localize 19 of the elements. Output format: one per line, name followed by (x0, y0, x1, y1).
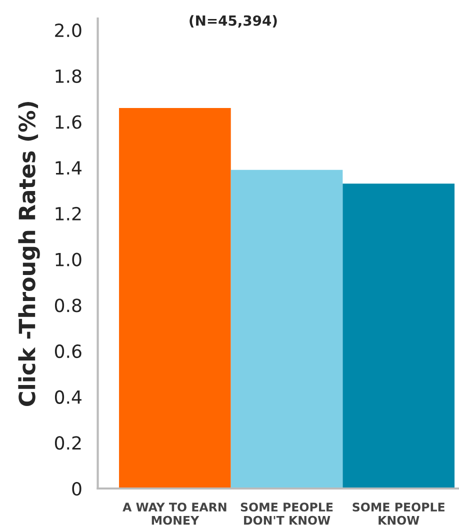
x-tick-label: SOME PEOPLE DON'T KNOW (240, 502, 333, 525)
y-tick-label: 0.4 (54, 390, 82, 404)
y-axis-title: Click -Through Rates (%) (18, 102, 40, 406)
y-tick-label: 1.2 (56, 206, 81, 220)
y-tick-label: 2.0 (55, 24, 82, 38)
bar (230, 170, 343, 489)
bar (342, 184, 455, 489)
chart-title: (N=45,394) (190, 15, 277, 28)
y-tick-label: 1.6 (56, 115, 82, 129)
x-tick-label: SOME PEOPLE KNOW (352, 502, 444, 525)
y-tick-label: 0.2 (54, 436, 81, 450)
y-tick-label: 1.4 (56, 161, 82, 174)
y-tick-label: 0 (72, 482, 82, 496)
y-tick-label: 0.8 (54, 298, 82, 312)
x-tick-label: A WAY TO EARN MONEY (122, 502, 226, 525)
bar (119, 108, 231, 489)
y-tick-label: 1.8 (56, 69, 82, 84)
y-tick-label: 0.6 (54, 344, 82, 358)
y-tick-label: 1.0 (56, 252, 82, 266)
